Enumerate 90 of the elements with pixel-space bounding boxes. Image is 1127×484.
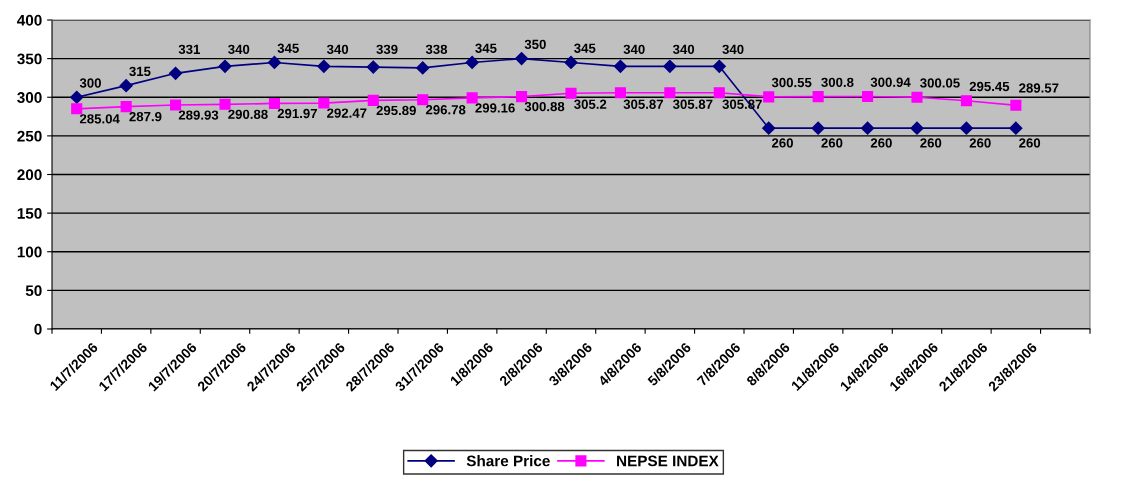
data-label: 289.93: [178, 110, 219, 120]
point: [811, 121, 825, 135]
data-label: 305.87: [623, 99, 663, 109]
point: [219, 98, 231, 110]
data-label: 260: [969, 138, 991, 148]
point: [71, 103, 83, 115]
data-label: 260: [821, 138, 843, 148]
data-label: 291.97: [277, 108, 317, 119]
data-label: 340: [623, 44, 645, 55]
data-label: 340: [672, 44, 695, 55]
point: [712, 59, 726, 73]
point: [960, 95, 972, 107]
data-label: 292.47: [327, 108, 367, 118]
point: [763, 91, 775, 103]
point: [318, 97, 330, 109]
y-tick-label: 300: [17, 92, 42, 103]
point: [516, 91, 528, 103]
y-tick-label: 50: [25, 285, 42, 297]
data-label: 315: [129, 66, 151, 77]
point: [812, 91, 824, 103]
point: [564, 55, 578, 70]
data-label: 300.8: [821, 77, 854, 88]
point: [1010, 99, 1022, 111]
data-label: 340: [326, 44, 349, 55]
point: [267, 55, 282, 70]
data-label: 260: [870, 138, 892, 148]
data-label: 345: [277, 43, 299, 53]
point: [713, 87, 725, 99]
point: [119, 79, 133, 93]
legend-label: NEPSE INDEX: [617, 455, 719, 467]
data-label: 340: [722, 44, 744, 55]
data-label: 290.88: [228, 109, 268, 119]
point: [366, 60, 380, 74]
point: [416, 61, 430, 75]
point: [762, 121, 776, 135]
legend-label: Share Price: [466, 455, 550, 467]
point: [911, 91, 923, 103]
point: [466, 92, 478, 104]
y-tick-label: 100: [17, 246, 42, 258]
point: [465, 55, 479, 70]
data-label: 338: [425, 44, 448, 55]
data-label: 285.04: [79, 114, 120, 124]
point: [70, 90, 84, 104]
data-label: 295.45: [969, 81, 1010, 92]
point: [1009, 121, 1023, 135]
point: [613, 59, 628, 73]
data-label: 260: [771, 138, 793, 148]
point: [367, 94, 379, 106]
y-tick-label: 250: [17, 130, 42, 142]
data-label: 300.94: [870, 77, 911, 87]
point: [120, 101, 132, 113]
data-label: 300.88: [524, 101, 565, 112]
point: [664, 87, 676, 99]
point: [910, 121, 924, 135]
point: [268, 97, 280, 110]
point: [860, 121, 875, 135]
point: [614, 87, 626, 99]
y-tick-label: 400: [17, 14, 42, 26]
data-label: 350: [524, 39, 546, 50]
point: [317, 59, 331, 73]
y-tick-label: 200: [17, 169, 42, 181]
y-tick-label: 350: [17, 53, 42, 65]
point: [170, 99, 182, 111]
data-label: 295.89: [376, 105, 416, 116]
data-label: 340: [228, 44, 250, 55]
point: [862, 90, 874, 103]
data-label: 345: [475, 43, 497, 53]
data-label: 299.16: [475, 103, 515, 113]
data-label: 339: [376, 44, 398, 55]
data-label: 300.55: [771, 77, 812, 88]
data-label: 289.57: [1019, 83, 1059, 93]
data-label: 260: [920, 138, 942, 148]
point: [417, 94, 429, 106]
y-tick-label: 0: [34, 323, 42, 335]
data-label: 305.87: [672, 99, 713, 109]
point: [663, 59, 677, 73]
y-tick-label: 150: [17, 207, 42, 219]
data-label: 300: [79, 78, 101, 88]
data-label: 300.05: [920, 78, 960, 88]
data-label: 287.9: [129, 111, 162, 122]
point: [959, 121, 974, 135]
data-label: 296.78: [425, 105, 466, 115]
point: [168, 66, 183, 80]
point: [565, 87, 577, 99]
data-label: 305.2: [574, 99, 607, 109]
point: [514, 52, 529, 66]
data-label: 260: [1019, 138, 1041, 148]
data-label: 331: [178, 44, 200, 55]
data-label: 345: [574, 43, 596, 53]
point: [218, 59, 232, 73]
